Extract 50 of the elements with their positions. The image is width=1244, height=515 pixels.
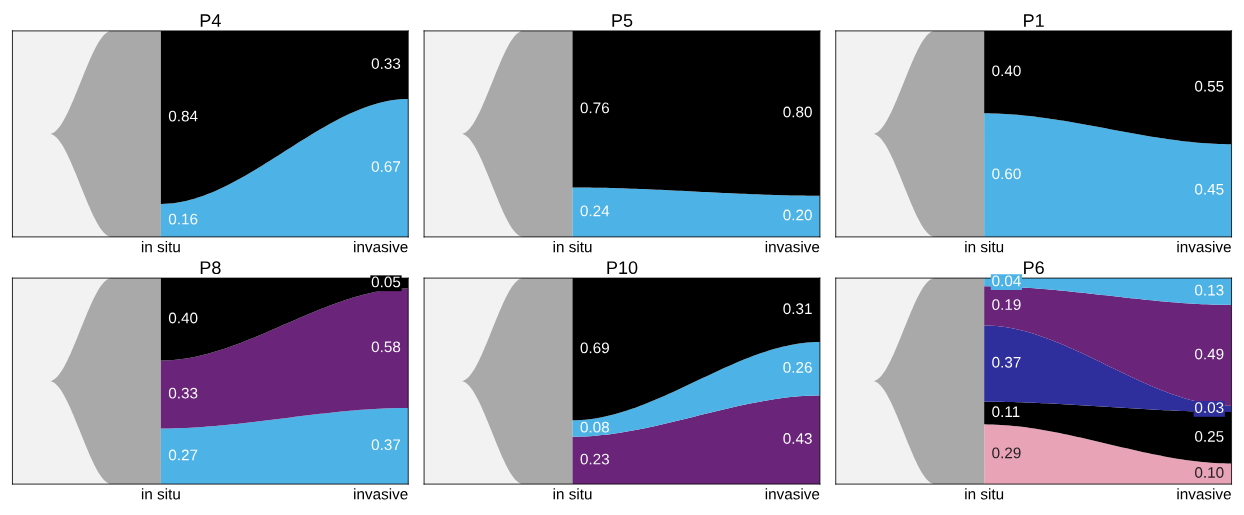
data-label: 0.37 (992, 356, 1021, 368)
data-label: 0.13 (1195, 284, 1224, 296)
data-label: 0.19 (992, 299, 1021, 311)
data-label: 0.16 (168, 213, 198, 225)
text: P4 (200, 14, 221, 27)
category-label: in situ (553, 488, 592, 500)
data-label: 0.80 (783, 106, 812, 118)
data-label: 0.43 (783, 433, 812, 444)
data-label: 0.67 (371, 161, 401, 172)
data-label: 0.69 (580, 342, 609, 354)
category-label: invasive (1177, 488, 1231, 500)
category-label: in situ (141, 488, 180, 500)
data-label: 0.04 (992, 275, 1021, 287)
data-label: 0.40 (992, 65, 1021, 77)
text: P10 (607, 261, 638, 275)
data-label: 0.55 (1195, 80, 1224, 92)
data-label: 0.03 (1195, 402, 1224, 414)
data-label: 0.29 (992, 447, 1021, 459)
data-label: 0.24 (580, 205, 610, 217)
category-label: in situ (141, 241, 180, 253)
data-label: 0.33 (371, 58, 401, 69)
data-label: 0.08 (580, 421, 610, 433)
data-label: 0.11 (992, 406, 1020, 418)
data-label: 0.60 (992, 168, 1021, 180)
data-label: 0.26 (783, 362, 812, 373)
category-label: invasive (765, 241, 820, 253)
category-label: in situ (965, 241, 1004, 253)
data-label: 0.31 (783, 303, 812, 315)
data-label: 0.49 (1195, 348, 1224, 360)
data-label: 0.05 (371, 276, 401, 288)
text: P8 (200, 261, 221, 275)
data-label: 0.76 (580, 102, 610, 114)
data-label: 0.58 (371, 341, 401, 353)
data-label: 0.25 (1195, 431, 1224, 442)
data-label: 0.20 (783, 209, 812, 221)
data-label: 0.33 (168, 387, 198, 399)
data-label: 0.84 (168, 110, 198, 122)
category-label: invasive (354, 488, 408, 500)
data-label: 0.23 (580, 453, 610, 465)
data-label: 0.40 (168, 312, 198, 324)
text: P5 (612, 14, 633, 27)
data-label: 0.45 (1195, 183, 1224, 195)
category-label: invasive (765, 488, 820, 500)
text: P1 (1024, 14, 1044, 27)
category-label: invasive (354, 241, 408, 253)
category-label: in situ (965, 488, 1004, 500)
text: P6 (1024, 261, 1044, 275)
data-label: 0.10 (1195, 467, 1224, 478)
category-label: invasive (1177, 241, 1231, 253)
category-label: in situ (553, 241, 592, 253)
